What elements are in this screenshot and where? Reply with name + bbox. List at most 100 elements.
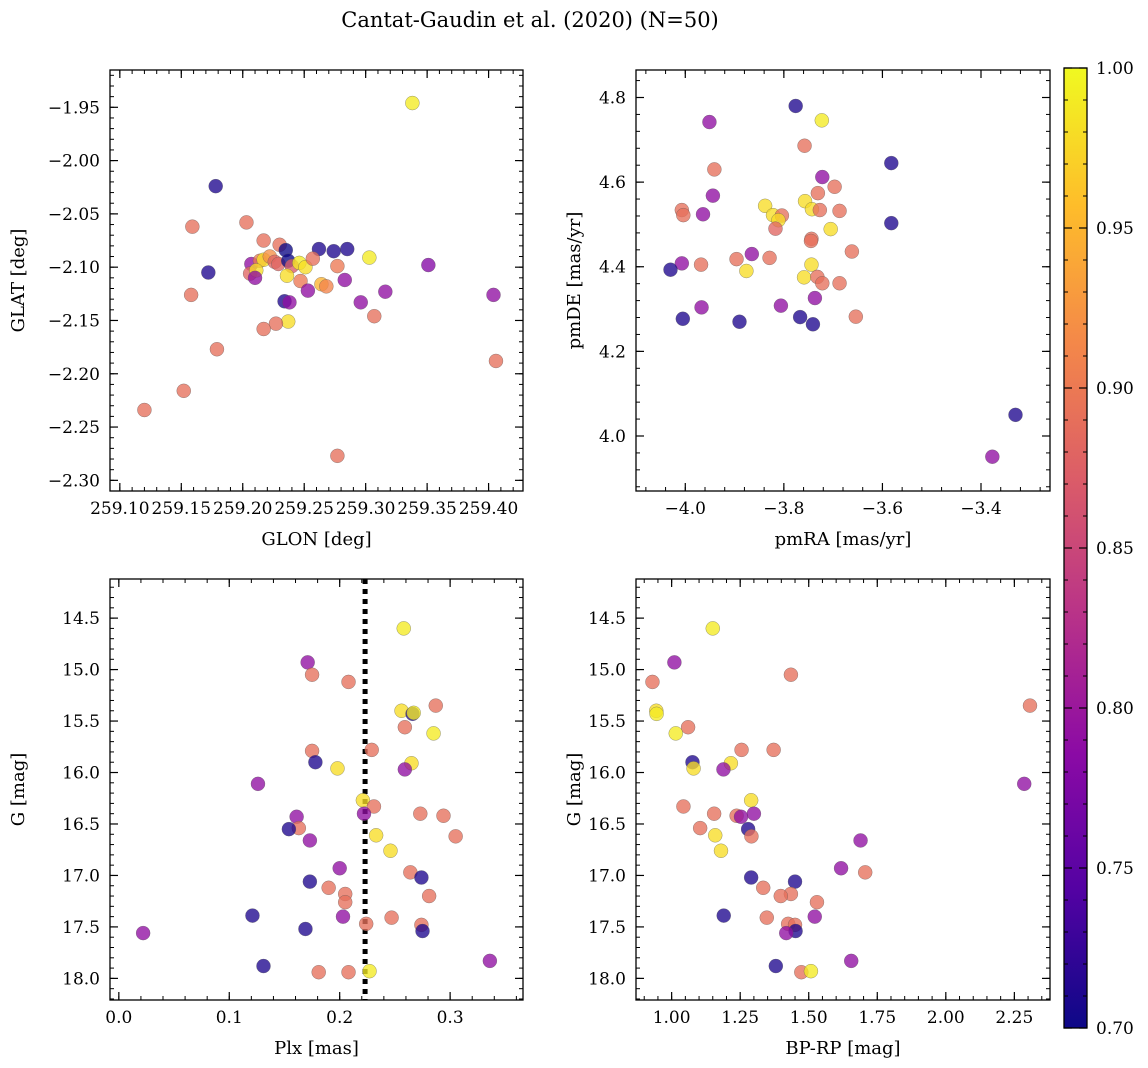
scatter-point bbox=[832, 203, 847, 219]
x-tick-label: −3.6 bbox=[862, 499, 903, 519]
y-tick-label: 16.0 bbox=[588, 764, 626, 784]
x-tick-label: 1.00 bbox=[653, 1008, 691, 1028]
x-tick-label: 1.25 bbox=[721, 1008, 759, 1028]
colorbar-tick-label: 0.70 bbox=[1096, 1019, 1134, 1039]
scatter-point bbox=[486, 287, 501, 303]
x-tick-label: 1.75 bbox=[858, 1008, 896, 1028]
scatter-point bbox=[208, 178, 223, 194]
scatter-point bbox=[716, 908, 731, 923]
x-tick-label: 259.35 bbox=[397, 499, 456, 519]
y-tick-label: 16.5 bbox=[588, 815, 626, 835]
scatter-point bbox=[448, 829, 463, 844]
axes-frame bbox=[635, 578, 1051, 1001]
scatter-point bbox=[778, 925, 794, 941]
y-tick-label: 16.0 bbox=[62, 764, 100, 784]
y-axis-label: pmDE [mas/yr] bbox=[564, 212, 585, 350]
scatter-point bbox=[300, 283, 316, 298]
scatter-point bbox=[843, 953, 859, 969]
x-axis-label: pmRA [mas/yr] bbox=[775, 529, 912, 550]
scatter-point bbox=[356, 806, 372, 821]
scatter-point bbox=[415, 923, 430, 939]
scatter-point bbox=[397, 762, 413, 777]
y-tick-label: 14.5 bbox=[62, 609, 100, 629]
scatter-point bbox=[367, 308, 382, 324]
scatter-point bbox=[675, 311, 691, 327]
scatter-point bbox=[743, 870, 759, 885]
scatter-point bbox=[729, 251, 744, 267]
scatter-point bbox=[256, 233, 271, 248]
scatter-point bbox=[280, 314, 296, 329]
x-tick-label: 1.50 bbox=[790, 1008, 828, 1028]
scatter-point bbox=[814, 113, 830, 128]
scatter-point bbox=[706, 806, 722, 821]
x-tick-label: 259.15 bbox=[152, 499, 211, 519]
scatter-point bbox=[827, 179, 842, 195]
scatter-point bbox=[326, 243, 341, 259]
scatter-point bbox=[803, 963, 819, 979]
scatter-point bbox=[311, 964, 326, 980]
y-tick-label: 4.2 bbox=[599, 342, 626, 362]
scatter-point bbox=[353, 295, 368, 310]
scatter-point bbox=[676, 207, 691, 223]
y-tick-label: 14.5 bbox=[588, 609, 626, 629]
scatter-point bbox=[414, 870, 429, 885]
scatter-point bbox=[426, 726, 441, 741]
scatter-point bbox=[396, 621, 411, 636]
y-tick-label: −2.15 bbox=[48, 311, 100, 331]
scatter-point bbox=[406, 705, 421, 721]
scatter-point bbox=[773, 888, 789, 904]
scatter-point bbox=[413, 806, 428, 821]
y-tick-label: 17.0 bbox=[62, 866, 100, 886]
colorbar-tick-label: 0.95 bbox=[1096, 219, 1134, 239]
y-axis-label: G [mag] bbox=[564, 753, 585, 826]
figure-title: Cantat-Gaudin et al. (2020) (N=50) bbox=[341, 8, 719, 32]
scatter-point bbox=[853, 833, 868, 848]
y-tick-label: −2.10 bbox=[48, 258, 100, 278]
y-tick-label: 15.5 bbox=[62, 712, 100, 732]
y-tick-label: 18.0 bbox=[62, 969, 100, 989]
scatter-point bbox=[792, 309, 808, 325]
scatter-point bbox=[405, 95, 420, 111]
y-tick-label: 17.5 bbox=[62, 918, 100, 938]
y-tick-label: −2.25 bbox=[48, 418, 100, 438]
x-tick-label: 2.25 bbox=[995, 1008, 1033, 1028]
x-tick-label: 259.20 bbox=[213, 499, 272, 519]
scatter-point bbox=[663, 262, 678, 277]
scatter-point bbox=[366, 799, 382, 814]
scatter-point bbox=[787, 874, 803, 889]
scatter-point bbox=[884, 155, 899, 171]
scatter-point bbox=[732, 314, 747, 330]
scatter-point bbox=[183, 287, 199, 303]
scatter-point bbox=[341, 674, 356, 690]
x-tick-label: −3.4 bbox=[960, 499, 1001, 519]
scatter-point bbox=[362, 250, 377, 265]
scatter-point bbox=[383, 843, 398, 858]
scatter-point bbox=[705, 621, 721, 636]
scatter-point bbox=[337, 894, 353, 910]
scatter-point bbox=[768, 958, 784, 974]
scatter-point bbox=[137, 402, 152, 418]
scatter-point bbox=[645, 674, 660, 690]
scatter-point bbox=[733, 809, 749, 825]
scatter-point bbox=[804, 257, 819, 272]
x-tick-label: −3.8 bbox=[763, 499, 804, 519]
x-tick-label: 259.40 bbox=[459, 499, 518, 519]
scatter-point bbox=[766, 742, 781, 758]
x-tick-label: 259.25 bbox=[274, 499, 333, 519]
y-tick-label: 18.0 bbox=[588, 969, 626, 989]
scatter-point bbox=[734, 742, 749, 758]
scatter-point bbox=[1022, 698, 1038, 713]
y-tick-label: 17.5 bbox=[588, 918, 626, 938]
x-tick-label: 0.2 bbox=[326, 1008, 353, 1028]
scatter-point bbox=[668, 726, 684, 741]
scatter-point bbox=[797, 138, 812, 153]
x-axis-label: BP-RP [mag] bbox=[785, 1038, 900, 1059]
scatter-point bbox=[812, 202, 828, 218]
scatter-point bbox=[335, 909, 351, 924]
scatter-point bbox=[337, 272, 353, 288]
scatter-point bbox=[358, 916, 374, 932]
scatter-point bbox=[695, 207, 711, 222]
panel-4: 1.00 1.25 1.50 1.75 2.00 2.25 14.5 15.0 15.5 16.0… bbox=[564, 578, 1051, 1059]
scatter-point bbox=[1016, 776, 1032, 792]
